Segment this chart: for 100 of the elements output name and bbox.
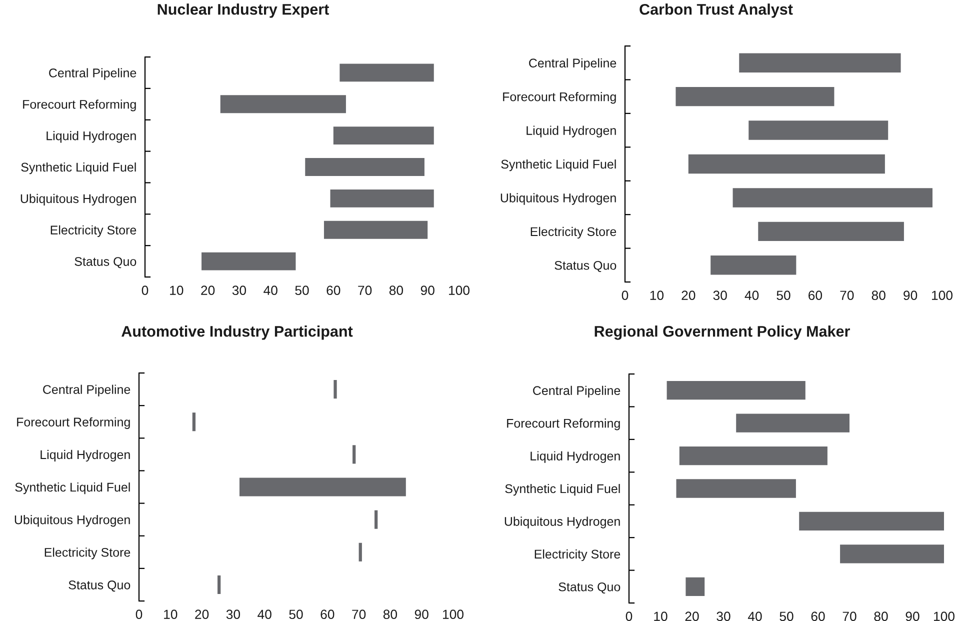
y-tick-label: Ubiquitous Hydrogen: [504, 516, 620, 528]
bar: [358, 542, 362, 562]
x-tick-label: 30: [713, 290, 727, 300]
x-tick-label: 100: [934, 612, 954, 621]
x-tick-label: 20: [201, 286, 215, 296]
y-tick-label: Synthetic Liquid Fuel: [21, 162, 136, 174]
x-tick-label: 90: [420, 286, 434, 296]
x-tick-label: 30: [226, 610, 240, 620]
bar: [676, 479, 796, 498]
x-tick-label: 80: [874, 612, 888, 621]
y-tick-label: Central Pipeline: [529, 58, 616, 70]
y-tick-label: Status Quo: [68, 580, 130, 592]
x-tick-label: 10: [164, 610, 178, 620]
y-tick-label: Electricity Store: [534, 549, 620, 562]
x-tick-label: 100: [932, 290, 952, 300]
bar: [333, 126, 434, 145]
bar: [688, 154, 885, 174]
x-tick-label: 50: [780, 612, 794, 621]
x-tick-label: 10: [170, 286, 184, 296]
x-tick-label: 0: [626, 612, 632, 621]
bar: [710, 256, 796, 275]
y-tick-label: Liquid Hydrogen: [526, 126, 616, 138]
y-tick-label: Status Quo: [554, 260, 616, 272]
y-tick-label: Liquid Hydrogen: [530, 451, 620, 463]
x-tick-label: 40: [748, 612, 762, 621]
y-tick-label: Electricity Store: [44, 548, 130, 560]
x-tick-label: 30: [232, 286, 246, 296]
y-tick-label: Synthetic Liquid Fuel: [15, 482, 130, 494]
x-tick-label: 0: [622, 290, 628, 300]
bar: [679, 446, 828, 466]
y-tick-label: Central Pipeline: [533, 386, 620, 398]
y-tick-label: Ubiquitous Hydrogen: [20, 194, 136, 206]
x-tick-label: 50: [295, 286, 309, 296]
bar: [732, 188, 932, 208]
bar: [340, 64, 434, 82]
x-tick-label: 20: [682, 290, 696, 300]
y-tick-label: Status Quo: [558, 582, 620, 594]
bar: [374, 510, 378, 529]
y-tick-label: Status Quo: [74, 257, 136, 268]
x-tick-label: 100: [449, 286, 470, 296]
x-tick-label: 70: [358, 286, 372, 296]
bar: [748, 120, 888, 140]
bar: [686, 577, 705, 596]
x-tick-label: 60: [320, 610, 334, 620]
chart-title: Nuclear Industry Expert: [158, 4, 329, 18]
y-tick-label: Synthetic Liquid Fuel: [501, 159, 616, 172]
chart-title: Carbon Trust Analyst: [640, 4, 793, 18]
y-tick-label: Forecourt Reforming: [17, 417, 130, 429]
x-tick-label: 60: [326, 286, 340, 296]
y-tick-label: Forecourt Reforming: [503, 92, 616, 104]
x-tick-label: 80: [389, 286, 404, 296]
x-tick-label: 30: [716, 612, 730, 621]
x-tick-label: 0: [136, 610, 142, 620]
y-tick-label: Liquid Hydrogen: [46, 131, 136, 143]
x-tick-label: 90: [906, 612, 920, 621]
bar: [305, 158, 424, 176]
chart-title: Automotive Industry Participant: [122, 326, 353, 340]
x-tick-label: 40: [258, 610, 272, 620]
y-tick-label: Forecourt Reforming: [23, 100, 136, 112]
bar: [220, 95, 346, 114]
x-tick-label: 90: [414, 610, 428, 620]
x-tick-label: 10: [650, 290, 664, 300]
y-tick-label: Forecourt Reforming: [507, 418, 620, 430]
bar: [758, 222, 904, 242]
bar: [334, 380, 337, 399]
x-tick-label: 70: [842, 612, 856, 621]
x-tick-label: 70: [352, 610, 366, 620]
bar: [239, 478, 406, 496]
bar: [330, 189, 434, 208]
bar: [840, 544, 944, 564]
y-tick-label: Ubiquitous Hydrogen: [14, 515, 130, 527]
bar: [352, 445, 356, 464]
bar: [202, 252, 296, 270]
x-tick-label: 90: [904, 290, 918, 300]
x-tick-label: 20: [685, 612, 699, 621]
x-tick-label: 60: [811, 612, 825, 621]
x-tick-label: 80: [872, 290, 886, 300]
bar: [736, 414, 850, 432]
bar: [192, 412, 196, 432]
bar: [218, 575, 221, 594]
x-tick-label: 100: [443, 610, 464, 620]
y-tick-label: Electricity Store: [50, 225, 136, 237]
x-tick-label: 10: [654, 612, 668, 621]
chart-title: Regional Government Policy Maker: [594, 326, 850, 340]
x-tick-label: 70: [840, 290, 854, 300]
y-tick-label: Central Pipeline: [43, 384, 130, 396]
bar: [676, 86, 834, 106]
y-tick-label: Ubiquitous Hydrogen: [500, 193, 616, 205]
y-tick-label: Liquid Hydrogen: [40, 450, 130, 462]
bar: [799, 512, 944, 531]
bar: [739, 53, 901, 72]
bar: [324, 220, 428, 239]
x-tick-label: 20: [195, 610, 209, 620]
y-tick-label: Electricity Store: [530, 226, 616, 239]
x-tick-label: 40: [264, 286, 278, 296]
x-tick-label: 80: [383, 610, 398, 620]
y-tick-label: Central Pipeline: [49, 68, 136, 80]
x-tick-label: 50: [289, 610, 303, 620]
x-tick-label: 40: [744, 290, 759, 300]
x-tick-label: 0: [142, 286, 148, 296]
